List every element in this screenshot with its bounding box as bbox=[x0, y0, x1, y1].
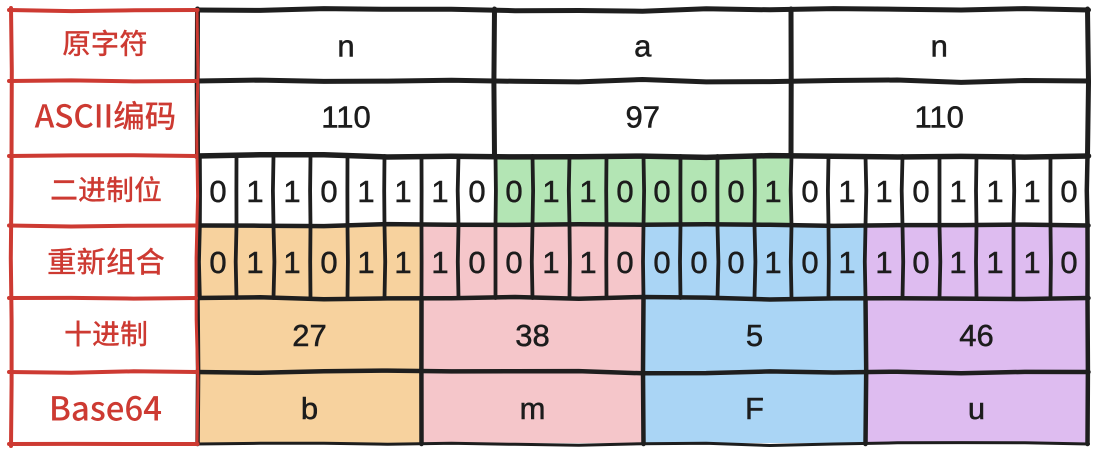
svg-text:1: 1 bbox=[1023, 245, 1040, 280]
svg-text:1: 1 bbox=[246, 245, 263, 280]
svg-text:n: n bbox=[337, 29, 354, 64]
svg-text:0: 0 bbox=[505, 245, 522, 280]
svg-text:0: 0 bbox=[727, 245, 744, 280]
svg-text:0: 0 bbox=[653, 245, 670, 280]
svg-text:1: 1 bbox=[838, 174, 855, 209]
svg-text:1: 1 bbox=[875, 174, 892, 209]
svg-text:0: 0 bbox=[209, 174, 226, 209]
svg-text:1: 1 bbox=[357, 174, 374, 209]
svg-text:0: 0 bbox=[801, 174, 818, 209]
svg-text:1: 1 bbox=[764, 174, 781, 209]
svg-text:1: 1 bbox=[246, 174, 263, 209]
svg-text:a: a bbox=[634, 29, 652, 64]
svg-text:1: 1 bbox=[949, 245, 966, 280]
svg-text:0: 0 bbox=[320, 245, 337, 280]
svg-text:1: 1 bbox=[986, 245, 1003, 280]
svg-text:1: 1 bbox=[431, 174, 448, 209]
svg-text:110: 110 bbox=[321, 100, 370, 135]
svg-text:0: 0 bbox=[468, 245, 485, 280]
svg-text:n: n bbox=[931, 29, 948, 64]
svg-text:1: 1 bbox=[394, 245, 411, 280]
svg-text:1: 1 bbox=[394, 174, 411, 209]
svg-text:0: 0 bbox=[616, 245, 633, 280]
svg-text:27: 27 bbox=[292, 318, 326, 353]
svg-text:0: 0 bbox=[801, 245, 818, 280]
svg-text:97: 97 bbox=[626, 100, 660, 135]
svg-text:1: 1 bbox=[283, 174, 300, 209]
svg-text:0: 0 bbox=[1060, 245, 1077, 280]
svg-text:0: 0 bbox=[1060, 174, 1077, 209]
svg-text:1: 1 bbox=[764, 245, 781, 280]
svg-text:1: 1 bbox=[838, 245, 855, 280]
svg-text:38: 38 bbox=[515, 318, 549, 353]
svg-text:1: 1 bbox=[579, 245, 596, 280]
svg-text:1: 1 bbox=[283, 245, 300, 280]
svg-text:1: 1 bbox=[1023, 174, 1040, 209]
svg-text:0: 0 bbox=[690, 174, 707, 209]
svg-text:1: 1 bbox=[986, 174, 1003, 209]
svg-text:0: 0 bbox=[690, 245, 707, 280]
svg-text:m: m bbox=[520, 391, 546, 426]
svg-text:0: 0 bbox=[320, 174, 337, 209]
svg-text:0: 0 bbox=[727, 174, 744, 209]
svg-text:0: 0 bbox=[616, 174, 633, 209]
svg-text:0: 0 bbox=[468, 174, 485, 209]
svg-text:0: 0 bbox=[209, 245, 226, 280]
svg-text:0: 0 bbox=[912, 174, 929, 209]
svg-text:0: 0 bbox=[505, 174, 522, 209]
svg-text:1: 1 bbox=[579, 174, 596, 209]
svg-text:46: 46 bbox=[959, 318, 993, 353]
svg-text:u: u bbox=[968, 391, 985, 426]
svg-text:1: 1 bbox=[542, 174, 559, 209]
svg-text:1: 1 bbox=[542, 245, 559, 280]
svg-text:0: 0 bbox=[653, 174, 670, 209]
svg-text:5: 5 bbox=[746, 318, 763, 353]
svg-text:110: 110 bbox=[914, 100, 963, 135]
svg-text:1: 1 bbox=[875, 245, 892, 280]
svg-text:F: F bbox=[745, 391, 764, 426]
svg-text:b: b bbox=[301, 391, 318, 426]
svg-text:1: 1 bbox=[357, 245, 374, 280]
svg-text:1: 1 bbox=[431, 245, 448, 280]
svg-text:1: 1 bbox=[949, 174, 966, 209]
svg-text:0: 0 bbox=[912, 245, 929, 280]
